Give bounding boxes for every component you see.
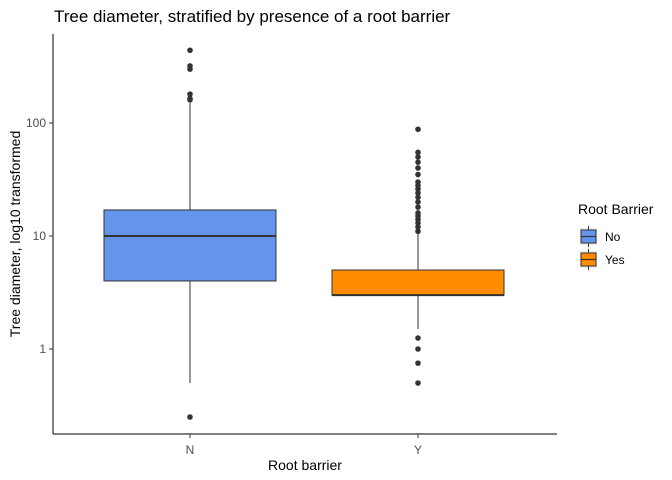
outlier-point: [187, 63, 193, 69]
y-ticks: 1 10 100: [26, 116, 53, 356]
outlier-point: [415, 335, 421, 341]
y-tick-label: 100: [26, 116, 46, 130]
outlier-point: [415, 204, 421, 210]
outlier-point: [415, 210, 421, 216]
outlier-point: [187, 414, 193, 420]
outlier-point: [187, 95, 193, 102]
boxes: [103, 47, 505, 420]
outlier-point: [187, 91, 193, 97]
outlier-point: [415, 154, 421, 160]
x-tick-label: Y: [414, 443, 422, 457]
legend: Root Barrier No Yes: [578, 201, 654, 270]
outlier-point: [415, 228, 421, 235]
outlier-point: [415, 194, 421, 201]
outlier-point: [415, 165, 421, 171]
legend-entry: No: [580, 226, 621, 247]
legend-label: Yes: [605, 253, 625, 267]
outlier-point: [415, 380, 421, 386]
outlier-point: [415, 190, 421, 196]
outlier-point: [187, 47, 193, 54]
y-tick-label: 1: [39, 342, 46, 356]
chart-title: Tree diameter, stratified by presence of…: [54, 7, 451, 26]
outlier-point: [415, 179, 421, 185]
box-iqr: [331, 269, 505, 296]
x-axis-title: Root barrier: [268, 457, 342, 473]
y-tick-label: 10: [33, 229, 47, 243]
outlier-point: [415, 171, 421, 178]
legend-title: Root Barrier: [578, 201, 654, 217]
legend-label: No: [605, 230, 621, 244]
outlier-point: [415, 149, 421, 156]
outlier-point: [415, 199, 421, 205]
box-Y: [331, 126, 505, 386]
outlier-point: [415, 360, 421, 366]
legend-entries: No Yes: [580, 226, 625, 270]
x-tick-label: N: [186, 443, 195, 457]
outlier-point: [415, 224, 421, 230]
y-axis-title: Tree diameter, log10 transformed: [7, 131, 23, 337]
outlier-point: [415, 159, 421, 165]
box-N: [103, 47, 277, 420]
outlier-point: [415, 126, 421, 133]
box-iqr: [103, 209, 277, 282]
legend-entry: Yes: [580, 249, 625, 270]
outlier-point: [415, 346, 421, 352]
